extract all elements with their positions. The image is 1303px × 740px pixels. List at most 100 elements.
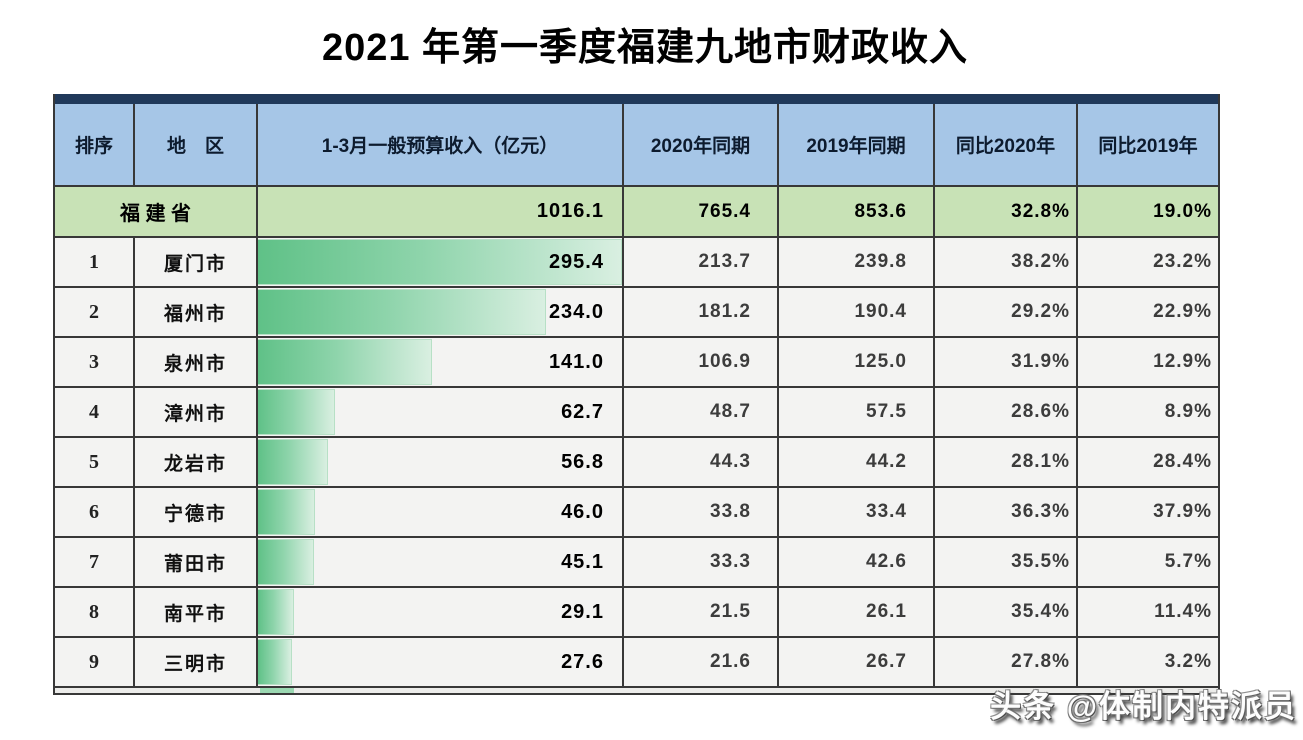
yoy-2020-cell: 31.9% (935, 338, 1078, 386)
province-2019-cell: 853.6 (779, 187, 935, 236)
rank-cell: 9 (55, 638, 135, 686)
revenue-data-bar (258, 589, 295, 635)
rank-cell: 2 (55, 288, 135, 336)
province-yoy2019-cell: 19.0% (1153, 200, 1212, 222)
revenue-data-bar (258, 539, 314, 585)
rank-cell: 8 (55, 588, 135, 636)
table-header-row: 排序 地 区 1-3月一般预算收入（亿元） 2020年同期 2019年同期 同比… (55, 104, 1218, 187)
province-revenue-cell: 1016.1 (258, 187, 624, 236)
city-name-cell: 南平市 (135, 588, 258, 636)
table-row: 7 莆田市 45.1 33.3 42.6 35.5% 5.7% (55, 538, 1218, 588)
rank-cell: 5 (55, 438, 135, 486)
yoy-2020-cell: 36.3% (935, 488, 1078, 536)
city-name-cell: 漳州市 (135, 388, 258, 436)
table-row: 8 南平市 29.1 21.5 26.1 35.4% 11.4% (55, 588, 1218, 638)
value-2020-cell: 33.3 (624, 538, 779, 586)
city-name-cell: 龙岩市 (135, 438, 258, 486)
city-name-cell: 泉州市 (135, 338, 258, 386)
value-2020-cell: 48.7 (624, 388, 779, 436)
city-name-cell: 宁德市 (135, 488, 258, 536)
value-2020-cell: 213.7 (624, 238, 779, 286)
revenue-value: 46.0 (561, 500, 604, 523)
header-revenue: 1-3月一般预算收入（亿元） (258, 104, 624, 185)
city-name-cell: 厦门市 (135, 238, 258, 286)
yoy-2020-cell: 28.6% (935, 388, 1078, 436)
city-name-cell: 三明市 (135, 638, 258, 686)
table-row: 4 漳州市 62.7 48.7 57.5 28.6% 8.9% (55, 388, 1218, 438)
revenue-value: 141.0 (548, 350, 604, 373)
table-row: 2 福州市 234.0 181.2 190.4 29.2% 22.9% (55, 288, 1218, 338)
revenue-cell: 234.0 (258, 288, 624, 336)
header-yoy-2020: 同比2020年 (935, 104, 1078, 185)
value-2019-cell: 44.2 (779, 438, 935, 486)
revenue-data-bar (258, 639, 292, 685)
yoy-2020-cell: 35.5% (935, 538, 1078, 586)
revenue-cell: 45.1 (258, 538, 624, 586)
yoy-2020-cell: 29.2% (935, 288, 1078, 336)
province-revenue-value: 1016.1 (536, 200, 604, 222)
table-row: 3 泉州市 141.0 106.9 125.0 31.9% 12.9% (55, 338, 1218, 388)
value-2019-cell: 57.5 (779, 388, 935, 436)
rank-cell: 4 (55, 388, 135, 436)
rank-cell: 7 (55, 538, 135, 586)
yoy-2019-cell: 22.9% (1153, 301, 1212, 322)
value-2019-cell: 26.1 (779, 588, 935, 636)
fiscal-revenue-table: 排序 地 区 1-3月一般预算收入（亿元） 2020年同期 2019年同期 同比… (53, 94, 1220, 695)
value-2019-cell: 190.4 (779, 288, 935, 336)
value-2020-cell: 33.8 (624, 488, 779, 536)
value-2020-cell: 106.9 (624, 338, 779, 386)
yoy-2019-cell: 3.2% (1164, 651, 1212, 672)
yoy-2020-cell: 27.8% (935, 638, 1078, 686)
revenue-value: 62.7 (561, 400, 604, 423)
table-row: 5 龙岩市 56.8 44.3 44.2 28.1% 28.4% (55, 438, 1218, 488)
revenue-cell: 56.8 (258, 438, 624, 486)
value-2019-cell: 33.4 (779, 488, 935, 536)
revenue-value: 27.6 (561, 650, 604, 673)
revenue-data-bar (258, 389, 336, 435)
revenue-cell: 27.6 (258, 638, 624, 686)
value-2019-cell: 239.8 (779, 238, 935, 286)
revenue-cell: 46.0 (258, 488, 624, 536)
yoy-2020-cell: 38.2% (935, 238, 1078, 286)
rank-cell: 3 (55, 338, 135, 386)
yoy-2019-cell: 5.7% (1164, 551, 1212, 572)
yoy-2019-cell: 8.9% (1164, 401, 1212, 422)
header-region: 地 区 (135, 104, 258, 185)
table-row: 6 宁德市 46.0 33.8 33.4 36.3% 37.9% (55, 488, 1218, 538)
revenue-value: 295.4 (548, 250, 604, 273)
province-yoy2020-cell: 32.8% (935, 187, 1078, 236)
revenue-cell: 141.0 (258, 338, 624, 386)
header-2019-period: 2019年同期 (779, 104, 935, 185)
value-2019-cell: 26.7 (779, 638, 935, 686)
revenue-data-bar (258, 489, 315, 535)
watermark: 头条 @体制内特派员 (990, 689, 1297, 724)
yoy-2020-cell: 28.1% (935, 438, 1078, 486)
table-row: 1 厦门市 295.4 213.7 239.8 38.2% 23.2% (55, 238, 1218, 288)
value-2020-cell: 21.5 (624, 588, 779, 636)
yoy-2019-cell: 11.4% (1154, 601, 1212, 622)
page-title: 2021 年第一季度福建九地市财政收入 (321, 27, 969, 69)
revenue-data-bar (258, 339, 432, 385)
value-2020-cell: 44.3 (624, 438, 779, 486)
value-2019-cell: 125.0 (779, 338, 935, 386)
cropped-data-bar (260, 688, 294, 693)
cropped-row-sliver (55, 688, 1218, 693)
revenue-data-bar (258, 239, 622, 285)
header-yoy-2019: 同比2019年 (1098, 136, 1198, 157)
revenue-data-bar (258, 439, 328, 485)
city-name-cell: 莆田市 (135, 538, 258, 586)
revenue-value: 56.8 (561, 450, 604, 473)
table-row: 9 三明市 27.6 21.6 26.7 27.8% 3.2% (55, 638, 1218, 688)
revenue-cell: 295.4 (258, 238, 624, 286)
rank-cell: 1 (55, 238, 135, 286)
table-top-bar (55, 94, 1218, 104)
value-2020-cell: 21.6 (624, 638, 779, 686)
header-rank: 排序 (55, 104, 135, 185)
rank-cell: 6 (55, 488, 135, 536)
revenue-data-bar (258, 289, 547, 335)
header-2020-period: 2020年同期 (624, 104, 779, 185)
revenue-value: 45.1 (561, 550, 604, 573)
value-2019-cell: 42.6 (779, 538, 935, 586)
revenue-value: 29.1 (561, 600, 604, 623)
revenue-value: 234.0 (548, 300, 604, 323)
